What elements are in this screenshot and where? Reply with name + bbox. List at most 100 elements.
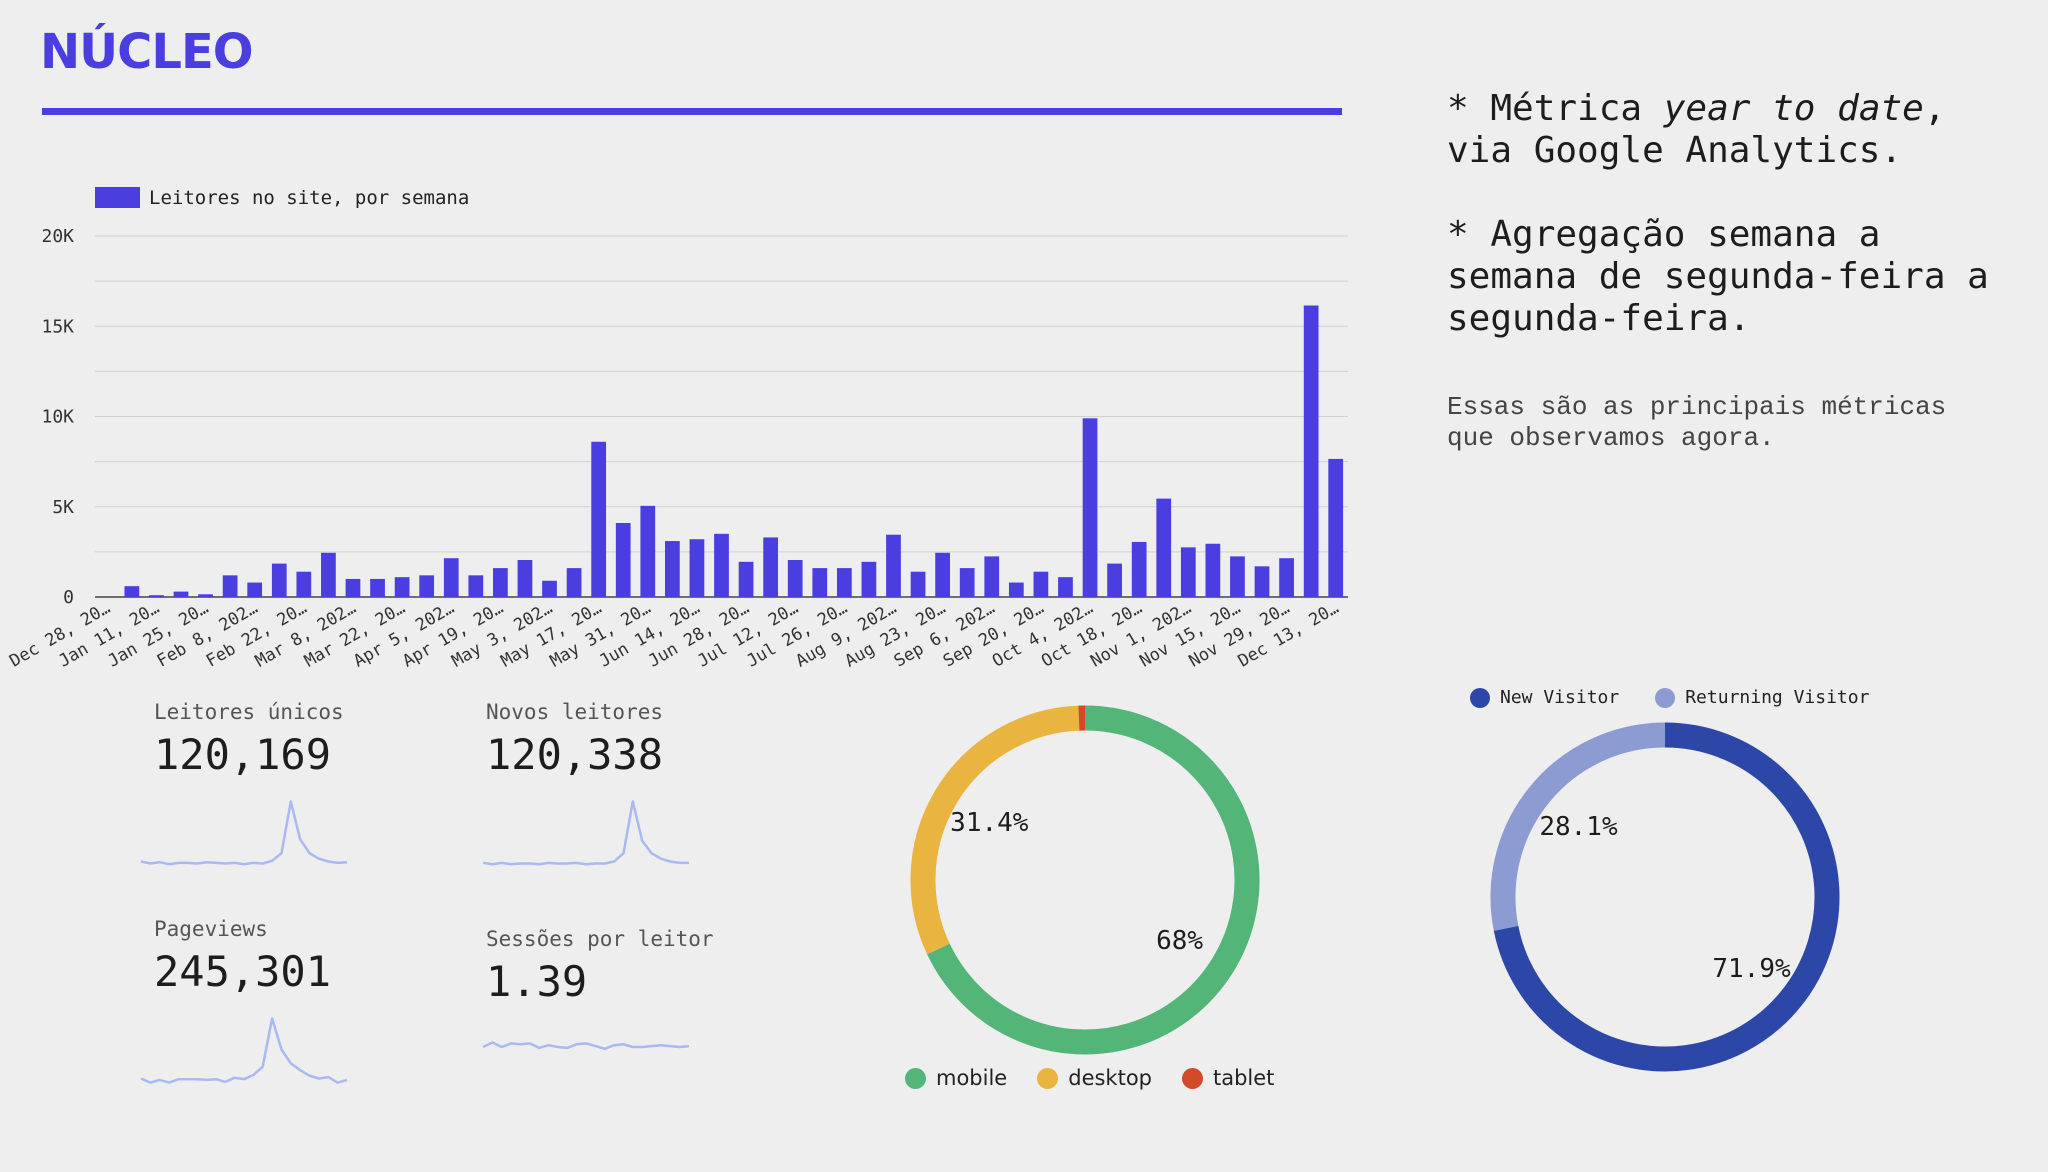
donut-slice-new-visitor (1493, 722, 1840, 1072)
sparkline-path (482, 800, 689, 866)
bar (689, 539, 705, 597)
sparkline-sessions (482, 1041, 690, 1051)
bar (1107, 563, 1122, 597)
y-tick-label: 20K (41, 226, 74, 247)
legend-swatch-tablet (1182, 1067, 1203, 1089)
note-main-metrics: Essas são as principais métricas que obs… (1447, 392, 1947, 453)
bar (370, 578, 385, 597)
legend-swatch-desktop (1037, 1067, 1059, 1089)
sparkline-new-readers (482, 800, 689, 866)
bar (198, 594, 213, 597)
legend-swatch (95, 187, 140, 208)
kpi-sessions-per-reader: Sessões por leitor 1.39 (486, 927, 714, 1006)
legend-swatch-returning-visitor (1655, 687, 1676, 708)
legend-label: New Visitor (1500, 687, 1620, 708)
bar (1205, 543, 1221, 597)
weekly-readers-bar-chart: Leitores no site, por semana 0 5K 10K 15K 20K… (6, 187, 1348, 672)
bar (1303, 305, 1319, 597)
note-ytd-emphasis: year to date (1663, 88, 1924, 129)
bar (1082, 418, 1098, 597)
bar (149, 595, 164, 597)
bar (542, 580, 557, 597)
bar (493, 568, 508, 597)
bar (812, 568, 828, 597)
kpi-value: 1.39 (486, 957, 588, 1006)
donut-slice-returning-visitor (1490, 722, 1666, 931)
note-ytd-prefix: * Métrica (1447, 88, 1664, 129)
sparkline-path (482, 1041, 690, 1051)
donut-data-label: 31.4% (950, 808, 1029, 838)
donut-data-label: 71.9% (1712, 954, 1791, 984)
bar (247, 582, 263, 597)
note-ytd-metric: * Métrica year to date, via Google Analy… (1447, 88, 2007, 172)
sparkline-pageviews (140, 1017, 348, 1084)
bar (1254, 566, 1270, 597)
kpi-value: 245,301 (154, 947, 332, 996)
visitor-legend: New Visitor Returning Visitor (1470, 687, 1905, 708)
bar (615, 522, 631, 597)
legend-item-desktop: desktop (1037, 1066, 1152, 1090)
device-donut-chart: 68% 31.4% (910, 705, 1260, 1055)
legend-label: tablet (1213, 1066, 1275, 1090)
legend-item-new-visitor: New Visitor (1470, 687, 1619, 708)
legend-label: Leitores no site, por semana (149, 187, 469, 209)
visitor-donut-chart: 71.9% 28.1% (1490, 722, 1840, 1072)
bar (468, 575, 484, 597)
legend-swatch-new-visitor (1470, 687, 1490, 708)
bar (271, 563, 287, 597)
bar (1180, 547, 1196, 597)
bar (664, 541, 680, 597)
sparkline-unique-readers (140, 800, 348, 866)
header-divider (42, 108, 1342, 115)
kpi-new-readers: Novos leitores 120,338 (486, 700, 663, 779)
bar (1328, 458, 1344, 597)
bar (738, 561, 754, 597)
nucleo-logo: NÚCLEO (40, 24, 254, 80)
kpi-value: 120,169 (154, 730, 332, 779)
bar (296, 571, 312, 597)
bar (1230, 556, 1245, 597)
kpi-label: Leitores únicos (154, 700, 344, 724)
bar (1058, 577, 1073, 597)
bar (714, 533, 729, 597)
bar (984, 556, 1000, 597)
kpi-label: Sessões por leitor (486, 927, 714, 951)
bar (591, 441, 607, 597)
donut-data-label: 28.1% (1539, 812, 1618, 842)
legend-item-mobile: mobile (905, 1066, 1007, 1090)
note-weekly-aggregation: * Agregação semana a semana de segunda-f… (1447, 214, 1989, 339)
bar (861, 561, 877, 597)
bar (321, 552, 336, 597)
bar (394, 577, 410, 597)
y-tick-label: 15K (41, 316, 74, 337)
bar (763, 537, 779, 597)
kpi-pageviews: Pageviews 245,301 (154, 917, 331, 996)
bar (640, 505, 656, 597)
sparkline-path (140, 1017, 348, 1084)
bar (959, 568, 975, 597)
y-tick-label: 5K (52, 497, 74, 518)
legend-label: desktop (1068, 1066, 1152, 1090)
donut-data-label: 68% (1156, 926, 1203, 956)
bar (1033, 571, 1049, 597)
bar (345, 578, 361, 597)
legend-label: mobile (936, 1066, 1008, 1090)
y-tick-label: 10K (41, 407, 74, 428)
kpi-label: Novos leitores (486, 700, 664, 724)
bar (1131, 541, 1147, 597)
legend-swatch-mobile (905, 1067, 926, 1089)
kpi-unique-readers: Leitores únicos 120,169 (154, 700, 344, 779)
legend-item-returning-visitor: Returning Visitor (1655, 687, 1869, 708)
bar (836, 568, 852, 597)
sparkline-path (140, 800, 348, 866)
legend-item-tablet: tablet (1182, 1066, 1274, 1090)
bar (886, 534, 901, 597)
legend-label: Returning Visitor (1685, 687, 1870, 708)
bar (443, 558, 459, 597)
bar (566, 568, 582, 597)
bar (222, 575, 238, 597)
bar (787, 559, 803, 597)
bar (173, 591, 189, 597)
y-tick-label: 0 (63, 587, 74, 608)
donut-slice-desktop (910, 705, 1080, 955)
